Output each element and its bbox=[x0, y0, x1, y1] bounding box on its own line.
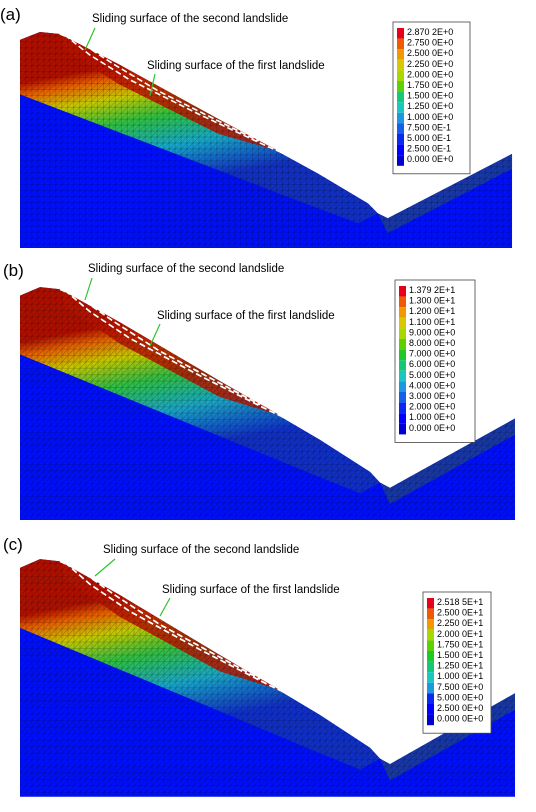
legend-swatch bbox=[397, 123, 404, 134]
legend-swatch bbox=[399, 296, 406, 308]
legend-box bbox=[422, 591, 492, 734]
legend-swatch bbox=[399, 402, 406, 414]
legend-label: 1.100 0E+1 bbox=[409, 317, 455, 327]
legend-swatch bbox=[397, 144, 404, 156]
legend-label: 6.000 0E+0 bbox=[409, 359, 455, 369]
legend-box bbox=[394, 279, 476, 443]
legend-label: 5.000 0E-1 bbox=[407, 133, 451, 143]
legend-swatch bbox=[399, 339, 406, 350]
legend-swatch bbox=[427, 682, 434, 694]
annotation-line bbox=[159, 597, 171, 617]
legend-box bbox=[392, 21, 471, 175]
legend-label: 1.300 0E+1 bbox=[409, 296, 455, 306]
legend-swatch bbox=[397, 70, 404, 81]
legend-label: 1.000 0E+0 bbox=[407, 112, 453, 122]
legend-label: 2.750 0E+0 bbox=[407, 38, 453, 48]
legend-label: 5.000 0E+0 bbox=[409, 370, 455, 380]
legend-swatch bbox=[427, 704, 434, 715]
legend-swatch bbox=[399, 307, 406, 318]
legend-swatch bbox=[427, 693, 434, 704]
legend-swatch bbox=[427, 714, 434, 726]
annotation: Sliding surface of the first landslide bbox=[157, 310, 335, 322]
legend-swatch bbox=[399, 328, 406, 339]
legend-swatch bbox=[427, 619, 434, 630]
legend-swatch bbox=[397, 91, 404, 103]
annotation: Sliding surface of the first landslide bbox=[147, 60, 325, 72]
legend-label: 2.250 0E+0 bbox=[407, 59, 453, 69]
legend-swatch bbox=[397, 112, 404, 124]
annotation: Sliding surface of the second landslide bbox=[103, 544, 299, 556]
legend-label: 7.000 0E+0 bbox=[409, 349, 455, 359]
legend-swatch bbox=[397, 49, 404, 60]
annotation-line bbox=[94, 558, 116, 577]
panel-label: (c) bbox=[3, 535, 23, 554]
legend-swatch bbox=[399, 370, 406, 382]
legend-label: 9.000 0E+0 bbox=[409, 327, 455, 337]
annotation: Sliding surface of the first landslide bbox=[162, 584, 340, 596]
legend-swatch bbox=[397, 81, 404, 92]
legend-label: 0.000 0E+0 bbox=[409, 423, 455, 433]
legend-swatch bbox=[427, 651, 434, 662]
annotation-line bbox=[149, 323, 161, 347]
legend-swatch bbox=[399, 286, 406, 297]
legend-swatch bbox=[397, 134, 404, 145]
legend-swatch bbox=[399, 317, 406, 329]
legend-label: 2.500 0E+0 bbox=[407, 48, 453, 58]
legend-swatch bbox=[427, 608, 434, 620]
legend-swatch bbox=[397, 28, 404, 39]
legend-swatch bbox=[397, 102, 404, 113]
panel-label: (a) bbox=[0, 5, 21, 24]
legend-label: 1.500 0E+1 bbox=[437, 650, 483, 660]
annotation-line bbox=[84, 277, 93, 301]
legend-swatch bbox=[397, 59, 404, 71]
legend-label: 1.000 0E+1 bbox=[437, 671, 483, 681]
annotation: Sliding surface of the second landslide bbox=[92, 13, 288, 25]
annotation-line bbox=[84, 27, 96, 51]
legend-label: 2.500 0E-1 bbox=[407, 144, 451, 154]
legend-label: 1.750 0E+0 bbox=[407, 80, 453, 90]
legend-label: 1.200 0E+1 bbox=[409, 306, 455, 316]
legend-swatch bbox=[427, 598, 434, 609]
legend-swatch bbox=[399, 360, 406, 371]
legend-label: 4.000 0E+0 bbox=[409, 380, 455, 390]
legend-swatch bbox=[399, 349, 406, 361]
legend-swatch bbox=[399, 381, 406, 392]
legend-swatch bbox=[399, 423, 406, 435]
legend-label: 8.000 0E+0 bbox=[409, 338, 455, 348]
legend-swatch bbox=[427, 629, 434, 641]
legend-label: 1.500 0E+0 bbox=[407, 91, 453, 101]
legend-label: 2.000 0E+1 bbox=[437, 629, 483, 639]
legend-swatch bbox=[427, 672, 434, 683]
annotation-line bbox=[149, 73, 156, 97]
legend-label: 0.000 0E+0 bbox=[437, 714, 483, 724]
legend-swatch bbox=[427, 661, 434, 673]
legend-swatch bbox=[427, 640, 434, 651]
legend-label: 1.000 0E+0 bbox=[409, 412, 455, 422]
panel-label: (b) bbox=[3, 261, 24, 280]
legend-swatch bbox=[397, 38, 404, 50]
legend-label: 0.000 0E+0 bbox=[407, 154, 453, 164]
legend-label: 3.000 0E+0 bbox=[409, 391, 455, 401]
legend-label: 2.000 0E+0 bbox=[407, 69, 453, 79]
legend-label: 1.250 0E+0 bbox=[407, 101, 453, 111]
legend-label: 2.500 0E+1 bbox=[437, 608, 483, 618]
legend-label: 2.000 0E+0 bbox=[409, 402, 455, 412]
legend-swatch bbox=[397, 155, 404, 166]
legend-label: 7.500 0E+0 bbox=[437, 682, 483, 692]
legend-label: 5.000 0E+0 bbox=[437, 692, 483, 702]
annotation: Sliding surface of the second landslide bbox=[88, 263, 284, 275]
legend-label: 2.870 2E+0 bbox=[407, 27, 453, 37]
legend-label: 1.250 0E+1 bbox=[437, 661, 483, 671]
legend-label: 1.750 0E+1 bbox=[437, 639, 483, 649]
legend-label: 7.500 0E-1 bbox=[407, 122, 451, 132]
legend-label: 2.250 0E+1 bbox=[437, 618, 483, 628]
legend-swatch bbox=[399, 413, 406, 424]
legend-swatch bbox=[399, 392, 406, 403]
legend-label: 2.518 5E+1 bbox=[437, 597, 483, 607]
legend-label: 2.500 0E+0 bbox=[437, 703, 483, 713]
legend-label: 1.379 2E+1 bbox=[409, 285, 455, 295]
